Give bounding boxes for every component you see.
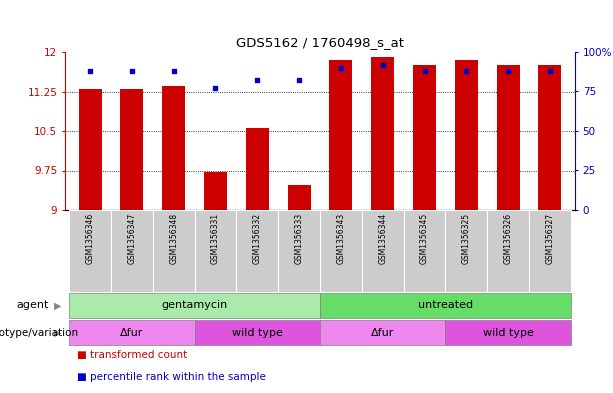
Text: GSM1356326: GSM1356326 [504, 213, 512, 264]
Title: GDS5162 / 1760498_s_at: GDS5162 / 1760498_s_at [236, 37, 404, 50]
Bar [78, 89, 102, 210]
Bar [320, 293, 571, 318]
Bar [69, 293, 320, 318]
Bar [362, 210, 403, 292]
Bar [194, 320, 320, 345]
Text: GSM1356325: GSM1356325 [462, 213, 471, 264]
Bar [413, 65, 436, 210]
Text: ▶: ▶ [55, 327, 62, 338]
Bar [287, 185, 311, 210]
Bar [69, 210, 111, 292]
Bar [194, 210, 237, 292]
Text: Δfur: Δfur [120, 327, 143, 338]
Text: GSM1356332: GSM1356332 [253, 213, 262, 264]
Bar [538, 65, 562, 210]
Text: genotype/variation: genotype/variation [0, 327, 78, 338]
Bar [153, 210, 194, 292]
Bar [446, 210, 487, 292]
Bar [329, 60, 352, 210]
Bar [497, 65, 520, 210]
Text: GSM1356345: GSM1356345 [420, 213, 429, 264]
Text: ■ percentile rank within the sample: ■ percentile rank within the sample [77, 371, 266, 382]
Text: GSM1356331: GSM1356331 [211, 213, 220, 264]
Text: ▶: ▶ [55, 301, 62, 310]
Bar [246, 129, 268, 210]
Text: GSM1356348: GSM1356348 [169, 213, 178, 264]
Text: GSM1356343: GSM1356343 [337, 213, 345, 264]
Bar [446, 320, 571, 345]
Text: GSM1356344: GSM1356344 [378, 213, 387, 264]
Bar [487, 210, 529, 292]
Text: agent: agent [16, 301, 48, 310]
Bar [320, 320, 446, 345]
Text: GSM1356346: GSM1356346 [86, 213, 94, 264]
Bar [120, 89, 143, 210]
Bar [278, 210, 320, 292]
Text: untreated: untreated [418, 301, 473, 310]
Text: ■ transformed count: ■ transformed count [77, 350, 188, 360]
Text: wild type: wild type [482, 327, 533, 338]
Bar [69, 320, 194, 345]
Text: wild type: wild type [232, 327, 283, 338]
Bar [111, 210, 153, 292]
Bar [320, 210, 362, 292]
Bar [237, 210, 278, 292]
Text: GSM1356347: GSM1356347 [128, 213, 136, 264]
Bar [204, 172, 227, 210]
Bar [162, 86, 185, 210]
Text: GSM1356333: GSM1356333 [295, 213, 303, 264]
Bar [529, 210, 571, 292]
Text: GSM1356327: GSM1356327 [546, 213, 554, 264]
Bar [371, 57, 394, 210]
Bar [403, 210, 446, 292]
Text: Δfur: Δfur [371, 327, 394, 338]
Text: gentamycin: gentamycin [161, 301, 227, 310]
Bar [455, 60, 478, 210]
